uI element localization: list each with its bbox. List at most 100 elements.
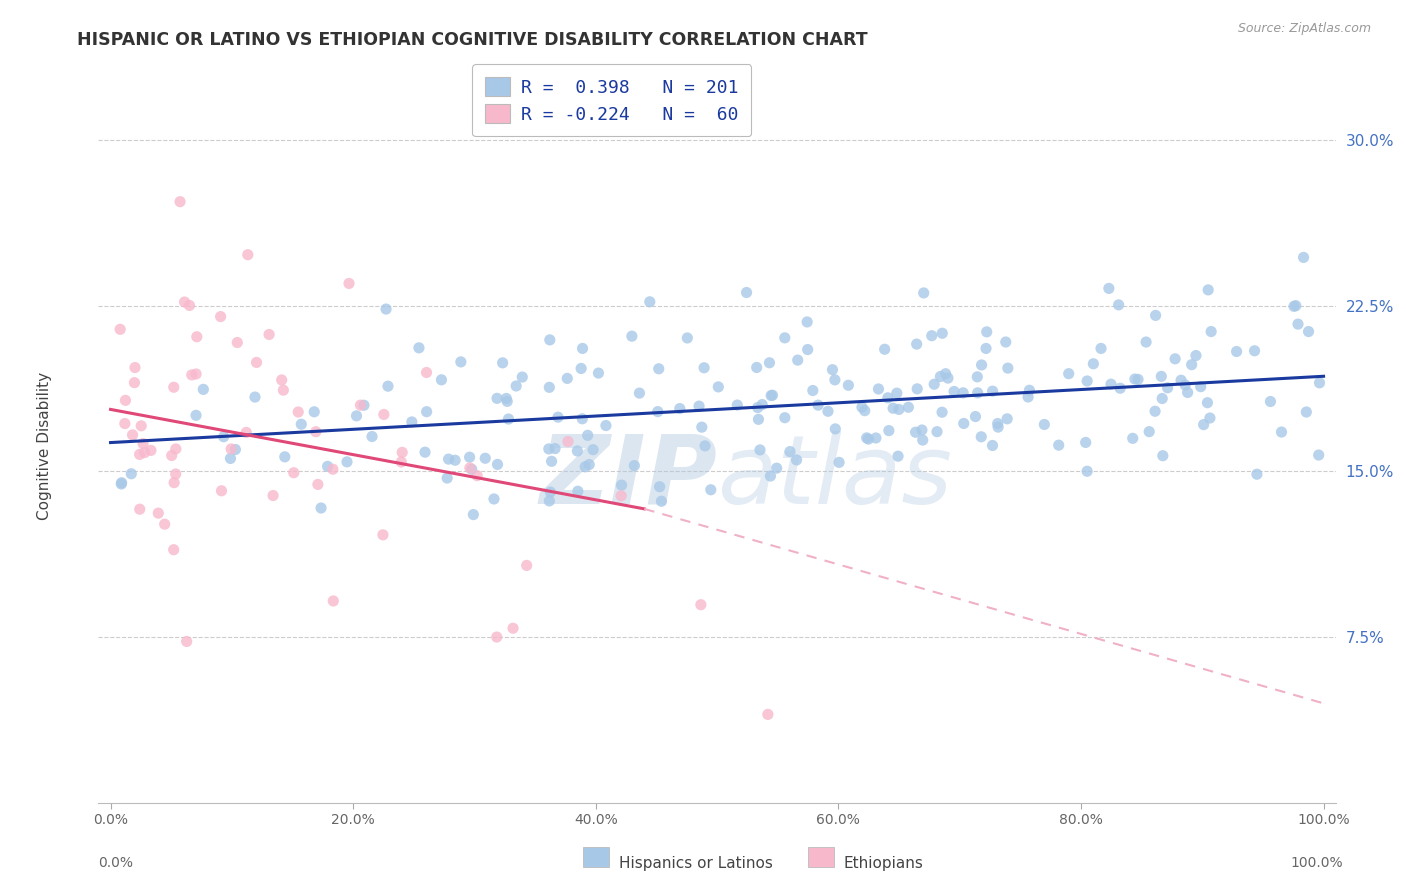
Point: [557, 434, 579, 449]
Point: [735, 285, 758, 300]
Point: [538, 380, 561, 394]
Point: [1164, 351, 1187, 366]
Point: [756, 707, 779, 722]
Point: [337, 277, 360, 291]
Point: [650, 494, 672, 508]
Point: [966, 369, 988, 384]
Point: [134, 445, 156, 459]
Point: [623, 458, 645, 473]
Point: [786, 453, 808, 467]
Point: [1123, 372, 1146, 386]
Point: [582, 442, 605, 457]
Point: [224, 442, 246, 457]
Point: [976, 325, 998, 339]
Point: [1126, 372, 1149, 386]
Point: [693, 360, 716, 375]
Point: [749, 442, 772, 457]
Point: [1047, 438, 1070, 452]
Point: [173, 295, 195, 310]
Point: [502, 621, 524, 635]
Point: [486, 458, 509, 472]
Point: [987, 420, 1010, 434]
Point: [837, 378, 859, 392]
Point: [1076, 464, 1098, 478]
Point: [1057, 367, 1080, 381]
Point: [437, 452, 460, 467]
Point: [897, 401, 920, 415]
Point: [257, 327, 280, 342]
Point: [555, 371, 578, 385]
Point: [110, 477, 132, 491]
Point: [689, 598, 711, 612]
Point: [180, 368, 202, 382]
Point: [430, 373, 453, 387]
Point: [995, 412, 1018, 426]
Point: [486, 392, 509, 406]
Point: [219, 442, 242, 456]
Point: [759, 469, 782, 483]
Point: [212, 430, 235, 444]
Point: [510, 370, 533, 384]
Point: [1098, 281, 1121, 295]
Text: HISPANIC OR LATINO VS ETHIOPIAN COGNITIVE DISABILITY CORRELATION CHART: HISPANIC OR LATINO VS ETHIOPIAN COGNITIV…: [77, 31, 868, 49]
Point: [807, 398, 830, 412]
Point: [163, 475, 186, 490]
Point: [758, 356, 780, 370]
Point: [693, 439, 716, 453]
Point: [911, 423, 934, 437]
Point: [817, 404, 839, 418]
Point: [121, 428, 143, 442]
Point: [745, 360, 768, 375]
Point: [1226, 344, 1249, 359]
Point: [1109, 381, 1132, 395]
Point: [148, 506, 170, 520]
Point: [576, 428, 599, 442]
Point: [1122, 431, 1144, 445]
Point: [943, 384, 966, 399]
Point: [377, 379, 399, 393]
Point: [1083, 357, 1105, 371]
Point: [761, 388, 783, 402]
Point: [176, 634, 198, 648]
Text: 100.0%: 100.0%: [1291, 856, 1343, 871]
Point: [547, 410, 569, 425]
Point: [184, 409, 207, 423]
Point: [1017, 390, 1039, 404]
Point: [1282, 299, 1305, 313]
Point: [595, 418, 617, 433]
Point: [463, 508, 485, 522]
Point: [538, 333, 561, 347]
Point: [851, 400, 873, 414]
Point: [235, 425, 257, 440]
Point: [765, 461, 787, 475]
Point: [262, 489, 284, 503]
Point: [868, 382, 890, 396]
Point: [243, 390, 266, 404]
Point: [1150, 369, 1173, 384]
Point: [858, 432, 880, 446]
Point: [828, 455, 851, 469]
Point: [966, 385, 988, 400]
Point: [219, 451, 242, 466]
Point: [905, 382, 928, 396]
Point: [725, 398, 748, 412]
Point: [773, 410, 796, 425]
Text: 0.0%: 0.0%: [98, 856, 134, 871]
Text: Source: ZipAtlas.com: Source: ZipAtlas.com: [1237, 22, 1371, 36]
Point: [1286, 317, 1309, 331]
Point: [628, 386, 651, 401]
Point: [935, 367, 957, 381]
Point: [537, 442, 560, 456]
Point: [309, 501, 332, 516]
Point: [160, 449, 183, 463]
Point: [578, 458, 600, 472]
Point: [413, 445, 436, 459]
Point: [132, 436, 155, 450]
Text: atlas: atlas: [717, 431, 952, 524]
Point: [1144, 404, 1167, 418]
Point: [1144, 309, 1167, 323]
Point: [540, 454, 562, 468]
Point: [139, 443, 162, 458]
Point: [970, 358, 993, 372]
Point: [1285, 299, 1308, 313]
